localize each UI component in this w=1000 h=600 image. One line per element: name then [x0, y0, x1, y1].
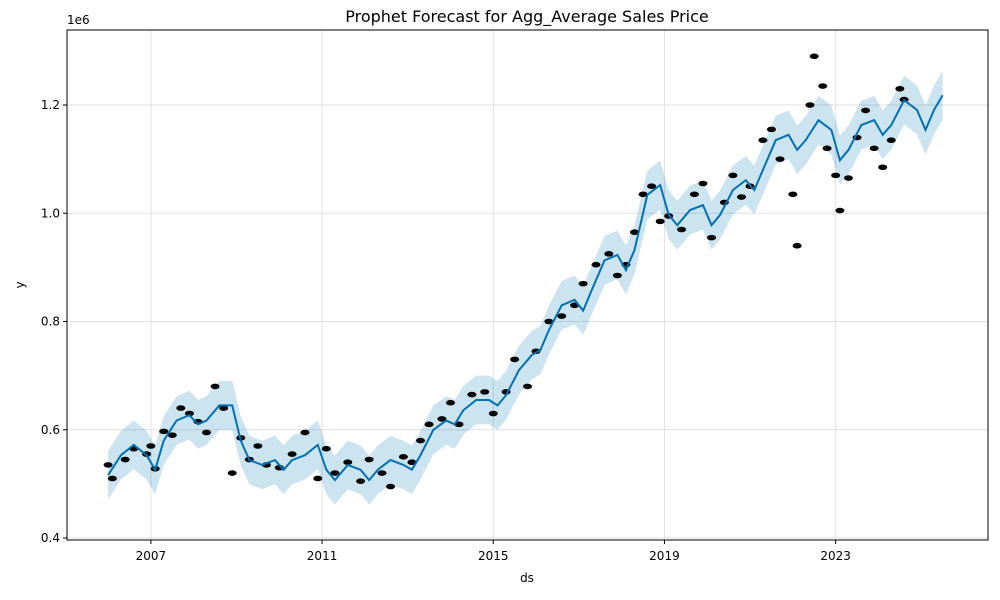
- observed-point: [416, 437, 426, 444]
- chart-title: Prophet Forecast for Agg_Average Sales P…: [345, 7, 709, 27]
- observed-point: [805, 102, 815, 108]
- x-tick-label: 2015: [478, 549, 509, 563]
- observed-point: [364, 456, 374, 463]
- x-axis-label: ds: [520, 571, 534, 585]
- observed-point: [146, 443, 156, 449]
- y-axis-label: y: [13, 281, 27, 288]
- observed-point: [557, 313, 567, 319]
- y-tick-label: 0.6: [41, 423, 60, 437]
- observed-point: [313, 475, 323, 482]
- observed-point: [766, 126, 776, 133]
- observed-point: [612, 272, 622, 279]
- observed-point: [638, 191, 648, 198]
- observed-point: [210, 383, 220, 390]
- observed-point: [736, 194, 746, 200]
- observed-point: [159, 428, 169, 435]
- observed-point: [822, 145, 832, 152]
- observed-point: [321, 445, 331, 452]
- observed-point: [300, 429, 310, 436]
- observed-point: [818, 83, 828, 89]
- observed-point: [424, 421, 434, 428]
- observed-point: [523, 383, 532, 390]
- observed-point: [343, 459, 353, 466]
- observed-point: [677, 226, 687, 233]
- observed-point: [707, 234, 717, 241]
- observed-point: [831, 172, 841, 179]
- observed-point: [407, 459, 417, 466]
- observed-point: [843, 175, 853, 181]
- observed-point: [775, 156, 785, 162]
- observed-point: [886, 137, 896, 143]
- x-tick-label: 2023: [820, 549, 851, 563]
- y-tick-label: 0.4: [41, 531, 60, 545]
- observed-point: [103, 462, 113, 468]
- observed-point: [219, 405, 229, 411]
- observed-point: [510, 356, 520, 363]
- observed-point: [869, 145, 879, 152]
- observed-point: [689, 191, 699, 198]
- observed-point: [454, 421, 464, 428]
- observed-point: [330, 470, 340, 476]
- observed-point: [184, 410, 194, 417]
- observed-point: [878, 164, 888, 171]
- observed-point: [356, 478, 366, 484]
- observed-point: [758, 137, 768, 143]
- y-tick-label: 1.2: [41, 98, 60, 112]
- observed-point: [544, 318, 554, 325]
- observed-point: [792, 242, 802, 249]
- observed-point: [655, 218, 665, 225]
- observed-point: [467, 391, 477, 398]
- observed-point: [227, 470, 237, 476]
- observed-point: [809, 53, 819, 60]
- observed-point: [698, 180, 708, 187]
- observed-point: [202, 429, 212, 436]
- observed-point: [647, 183, 657, 189]
- observed-point: [480, 389, 490, 395]
- y-axis-offset: 1e6: [67, 13, 90, 27]
- observed-point: [591, 261, 601, 268]
- forecast-line: [107, 94, 944, 482]
- x-tick-label: 2007: [136, 549, 167, 563]
- observed-point: [377, 470, 387, 476]
- observed-point: [604, 251, 614, 257]
- x-tick-label: 2019: [649, 549, 680, 563]
- observed-point: [437, 416, 447, 422]
- observed-point: [445, 399, 455, 406]
- plot-frame: [66, 29, 989, 541]
- observed-point: [253, 443, 263, 449]
- observed-point: [895, 85, 905, 92]
- observed-point: [176, 405, 186, 411]
- observed-point: [107, 475, 117, 482]
- observed-point: [629, 229, 639, 236]
- observed-point: [531, 348, 541, 355]
- observed-point: [488, 410, 498, 417]
- x-tick-label: 2011: [307, 549, 338, 563]
- observed-point: [287, 451, 297, 457]
- observed-point: [398, 454, 408, 460]
- observed-point: [835, 207, 845, 214]
- observed-point: [728, 172, 738, 179]
- observed-point: [788, 191, 798, 198]
- observed-point: [120, 456, 130, 463]
- observed-point: [578, 280, 588, 287]
- observed-point: [386, 483, 396, 490]
- observed-point: [167, 432, 177, 438]
- uncertainty-band: [108, 70, 943, 505]
- y-tick-label: 1.0: [41, 206, 60, 220]
- y-tick-label: 0.8: [41, 315, 60, 329]
- observed-point: [861, 107, 871, 114]
